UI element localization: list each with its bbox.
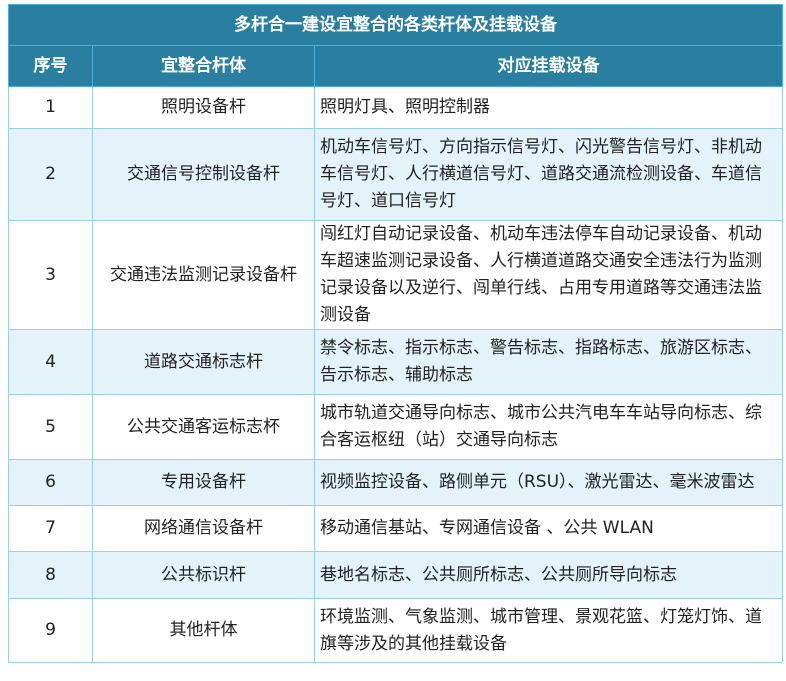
row-pole: 网络通信设备杆 — [92, 505, 315, 552]
row-no: 3 — [8, 220, 93, 330]
row-pole: 其他杆体 — [92, 598, 315, 663]
row-pole: 交通违法监测记录设备杆 — [92, 220, 315, 330]
table-title: 多杆合一建设宜整合的各类杆体及挂载设备 — [7, 4, 784, 46]
table-row: 7 网络通信设备杆 移动通信基站、专网通信设备 、公共 WLAN — [8, 505, 784, 552]
header-pole: 宜整合杆体 — [92, 45, 315, 87]
row-no: 1 — [8, 86, 93, 129]
table-row: 6 专用设备杆 视频监控设备、路侧单元（RSU）、激光雷达、毫米波雷达 — [8, 459, 784, 506]
row-no: 4 — [8, 329, 93, 395]
row-pole: 交通信号控制设备杆 — [92, 128, 315, 221]
row-no: 2 — [8, 128, 93, 221]
row-pole: 道路交通标志杆 — [92, 329, 315, 395]
table-row: 9 其他杆体 环境监测、气象监测、城市管理、景观花篮、灯笼灯饰、道旗等涉及的其他挂载… — [8, 598, 784, 663]
row-no: 8 — [8, 551, 93, 599]
row-devices: 机动车信号灯、方向指示信号灯、闪光警告信号灯、非机动车信号灯、人行横道信号灯、道… — [313, 128, 784, 221]
row-no: 9 — [8, 598, 93, 663]
row-no: 6 — [8, 459, 93, 506]
header-devices: 对应挂载设备 — [313, 45, 784, 87]
row-pole: 公共交通客运标志杯 — [92, 394, 315, 460]
row-devices: 环境监测、气象监测、城市管理、景观花篮、灯笼灯饰、道旗等涉及的其他挂载设备 — [313, 598, 784, 663]
poles-table: 多杆合一建设宜整合的各类杆体及挂载设备 序号 宜整合杆体 对应挂载设备 1 照明设… — [7, 4, 784, 663]
table-row: 2 交通信号控制设备杆 机动车信号灯、方向指示信号灯、闪光警告信号灯、非机动车信号灯… — [8, 128, 784, 221]
table-row: 1 照明设备杆 照明灯具、照明控制器 — [8, 86, 784, 129]
row-pole: 专用设备杆 — [92, 459, 315, 506]
table-row: 5 公共交通客运标志杯 城市轨道交通导向标志、城市公共汽电车车站导向标志、综合客运枢… — [8, 394, 784, 460]
row-devices: 视频监控设备、路侧单元（RSU）、激光雷达、毫米波雷达 — [313, 459, 784, 506]
row-pole: 照明设备杆 — [92, 86, 315, 129]
table-row: 4 道路交通标志杆 禁令标志、指示标志、警告标志、指路标志、旅游区标志、告示标志、辅… — [8, 329, 784, 395]
header-no: 序号 — [8, 45, 93, 87]
row-devices: 闯红灯自动记录设备、机动车违法停车自动记录设备、机动车超速监测记录设备、人行横道… — [313, 220, 784, 330]
row-devices: 移动通信基站、专网通信设备 、公共 WLAN — [313, 505, 784, 552]
row-devices: 城市轨道交通导向标志、城市公共汽电车车站导向标志、综合客运枢纽（站）交通导向标志 — [313, 394, 784, 460]
table-row: 3 交通违法监测记录设备杆 闯红灯自动记录设备、机动车违法停车自动记录设备、机动车超… — [8, 220, 784, 330]
table-row: 8 公共标识杆 巷地名标志、公共厕所标志、公共厕所导向标志 — [8, 551, 784, 599]
row-devices: 禁令标志、指示标志、警告标志、指路标志、旅游区标志、告示标志、辅助标志 — [313, 329, 784, 395]
row-devices: 巷地名标志、公共厕所标志、公共厕所导向标志 — [313, 551, 784, 599]
row-no: 7 — [8, 505, 93, 552]
row-no: 5 — [8, 394, 93, 460]
row-pole: 公共标识杆 — [92, 551, 315, 599]
row-devices: 照明灯具、照明控制器 — [313, 86, 784, 129]
